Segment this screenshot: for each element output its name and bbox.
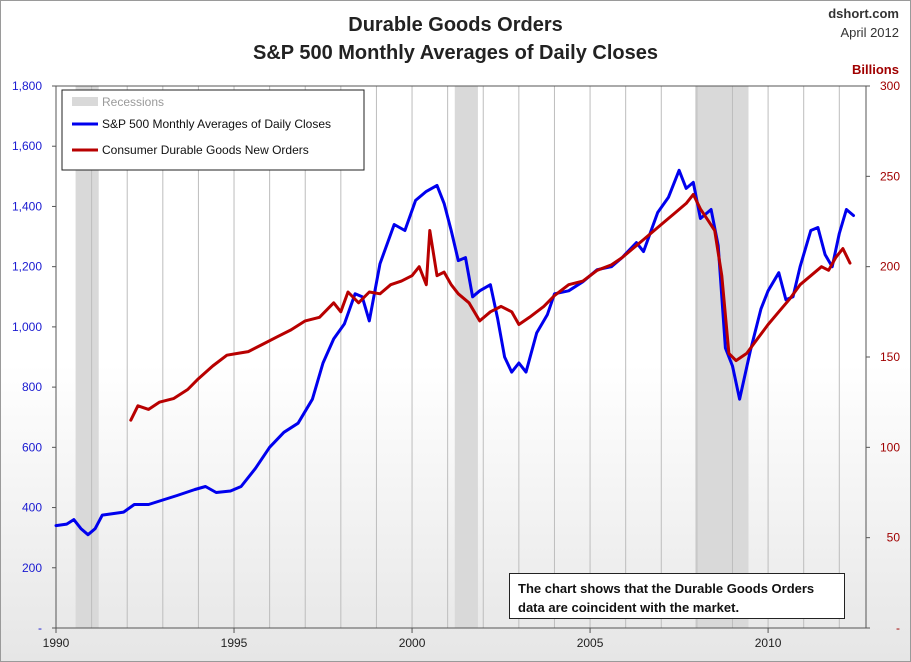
recession-bands bbox=[75, 86, 749, 628]
chart-title-line1: Durable Goods Orders bbox=[348, 14, 563, 36]
annotation-line2: data are coincident with the market. bbox=[518, 600, 740, 615]
annotation-line1: The chart shows that the Durable Goods O… bbox=[518, 581, 815, 596]
right-axis: - 50 100 150 200 250 300 bbox=[865, 79, 901, 635]
left-tick-label: 400 bbox=[22, 501, 42, 515]
annotation-box: The chart shows that the Durable Goods O… bbox=[509, 573, 845, 619]
x-axis: 1990 1995 2000 2005 2010 bbox=[43, 628, 782, 650]
left-axis: - 200 400 600 800 1,000 1,200 1,400 1,600 1,800 bbox=[12, 79, 57, 635]
x-tick-label: 2000 bbox=[399, 636, 426, 650]
right-tick-label: 250 bbox=[880, 169, 900, 183]
legend-label-recessions: Recessions bbox=[102, 95, 164, 109]
legend-box bbox=[61, 89, 365, 171]
recession-band bbox=[75, 86, 99, 628]
x-tick-label: 2010 bbox=[755, 636, 782, 650]
left-tick-label: 1,600 bbox=[12, 139, 42, 153]
gridlines bbox=[55, 86, 840, 628]
series-lines bbox=[54, 168, 855, 537]
left-tick-label: 1,400 bbox=[12, 199, 42, 213]
left-tick-label: 200 bbox=[22, 561, 42, 575]
right-tick-label: 50 bbox=[887, 531, 901, 545]
durable-goods-line bbox=[129, 192, 852, 422]
left-tick-label: 800 bbox=[22, 380, 42, 394]
right-tick-label: 150 bbox=[880, 350, 900, 364]
legend-swatch-recessions bbox=[72, 97, 98, 106]
left-tick-label: - bbox=[38, 621, 42, 635]
legend-label-series: Consumer Durable Goods New Orders bbox=[102, 143, 309, 157]
chart-title-line2: S&P 500 Monthly Averages of Daily Closes bbox=[253, 42, 658, 64]
legend-label-series: S&P 500 Monthly Averages of Daily Closes bbox=[102, 117, 331, 131]
right-tick-label: - bbox=[896, 621, 900, 635]
left-tick-label: 1,000 bbox=[12, 320, 42, 334]
left-tick-label: 1,200 bbox=[12, 260, 42, 274]
sp500-line bbox=[54, 168, 855, 537]
right-tick-label: 300 bbox=[880, 79, 900, 93]
x-tick-label: 2005 bbox=[577, 636, 604, 650]
left-tick-label: 600 bbox=[22, 440, 42, 454]
left-tick-label: 1,800 bbox=[12, 79, 42, 93]
right-tick-label: 200 bbox=[880, 260, 900, 274]
source-label: dshort.com bbox=[828, 6, 899, 21]
date-label: April 2012 bbox=[840, 25, 899, 40]
right-axis-label: Billions bbox=[852, 62, 899, 77]
x-tick-label: 1990 bbox=[43, 636, 70, 650]
x-tick-label: 1995 bbox=[221, 636, 248, 650]
recession-band bbox=[454, 86, 478, 628]
right-tick-label: 100 bbox=[880, 440, 900, 454]
legend: Recessions S&P 500 Monthly Averages of Da… bbox=[61, 89, 365, 171]
